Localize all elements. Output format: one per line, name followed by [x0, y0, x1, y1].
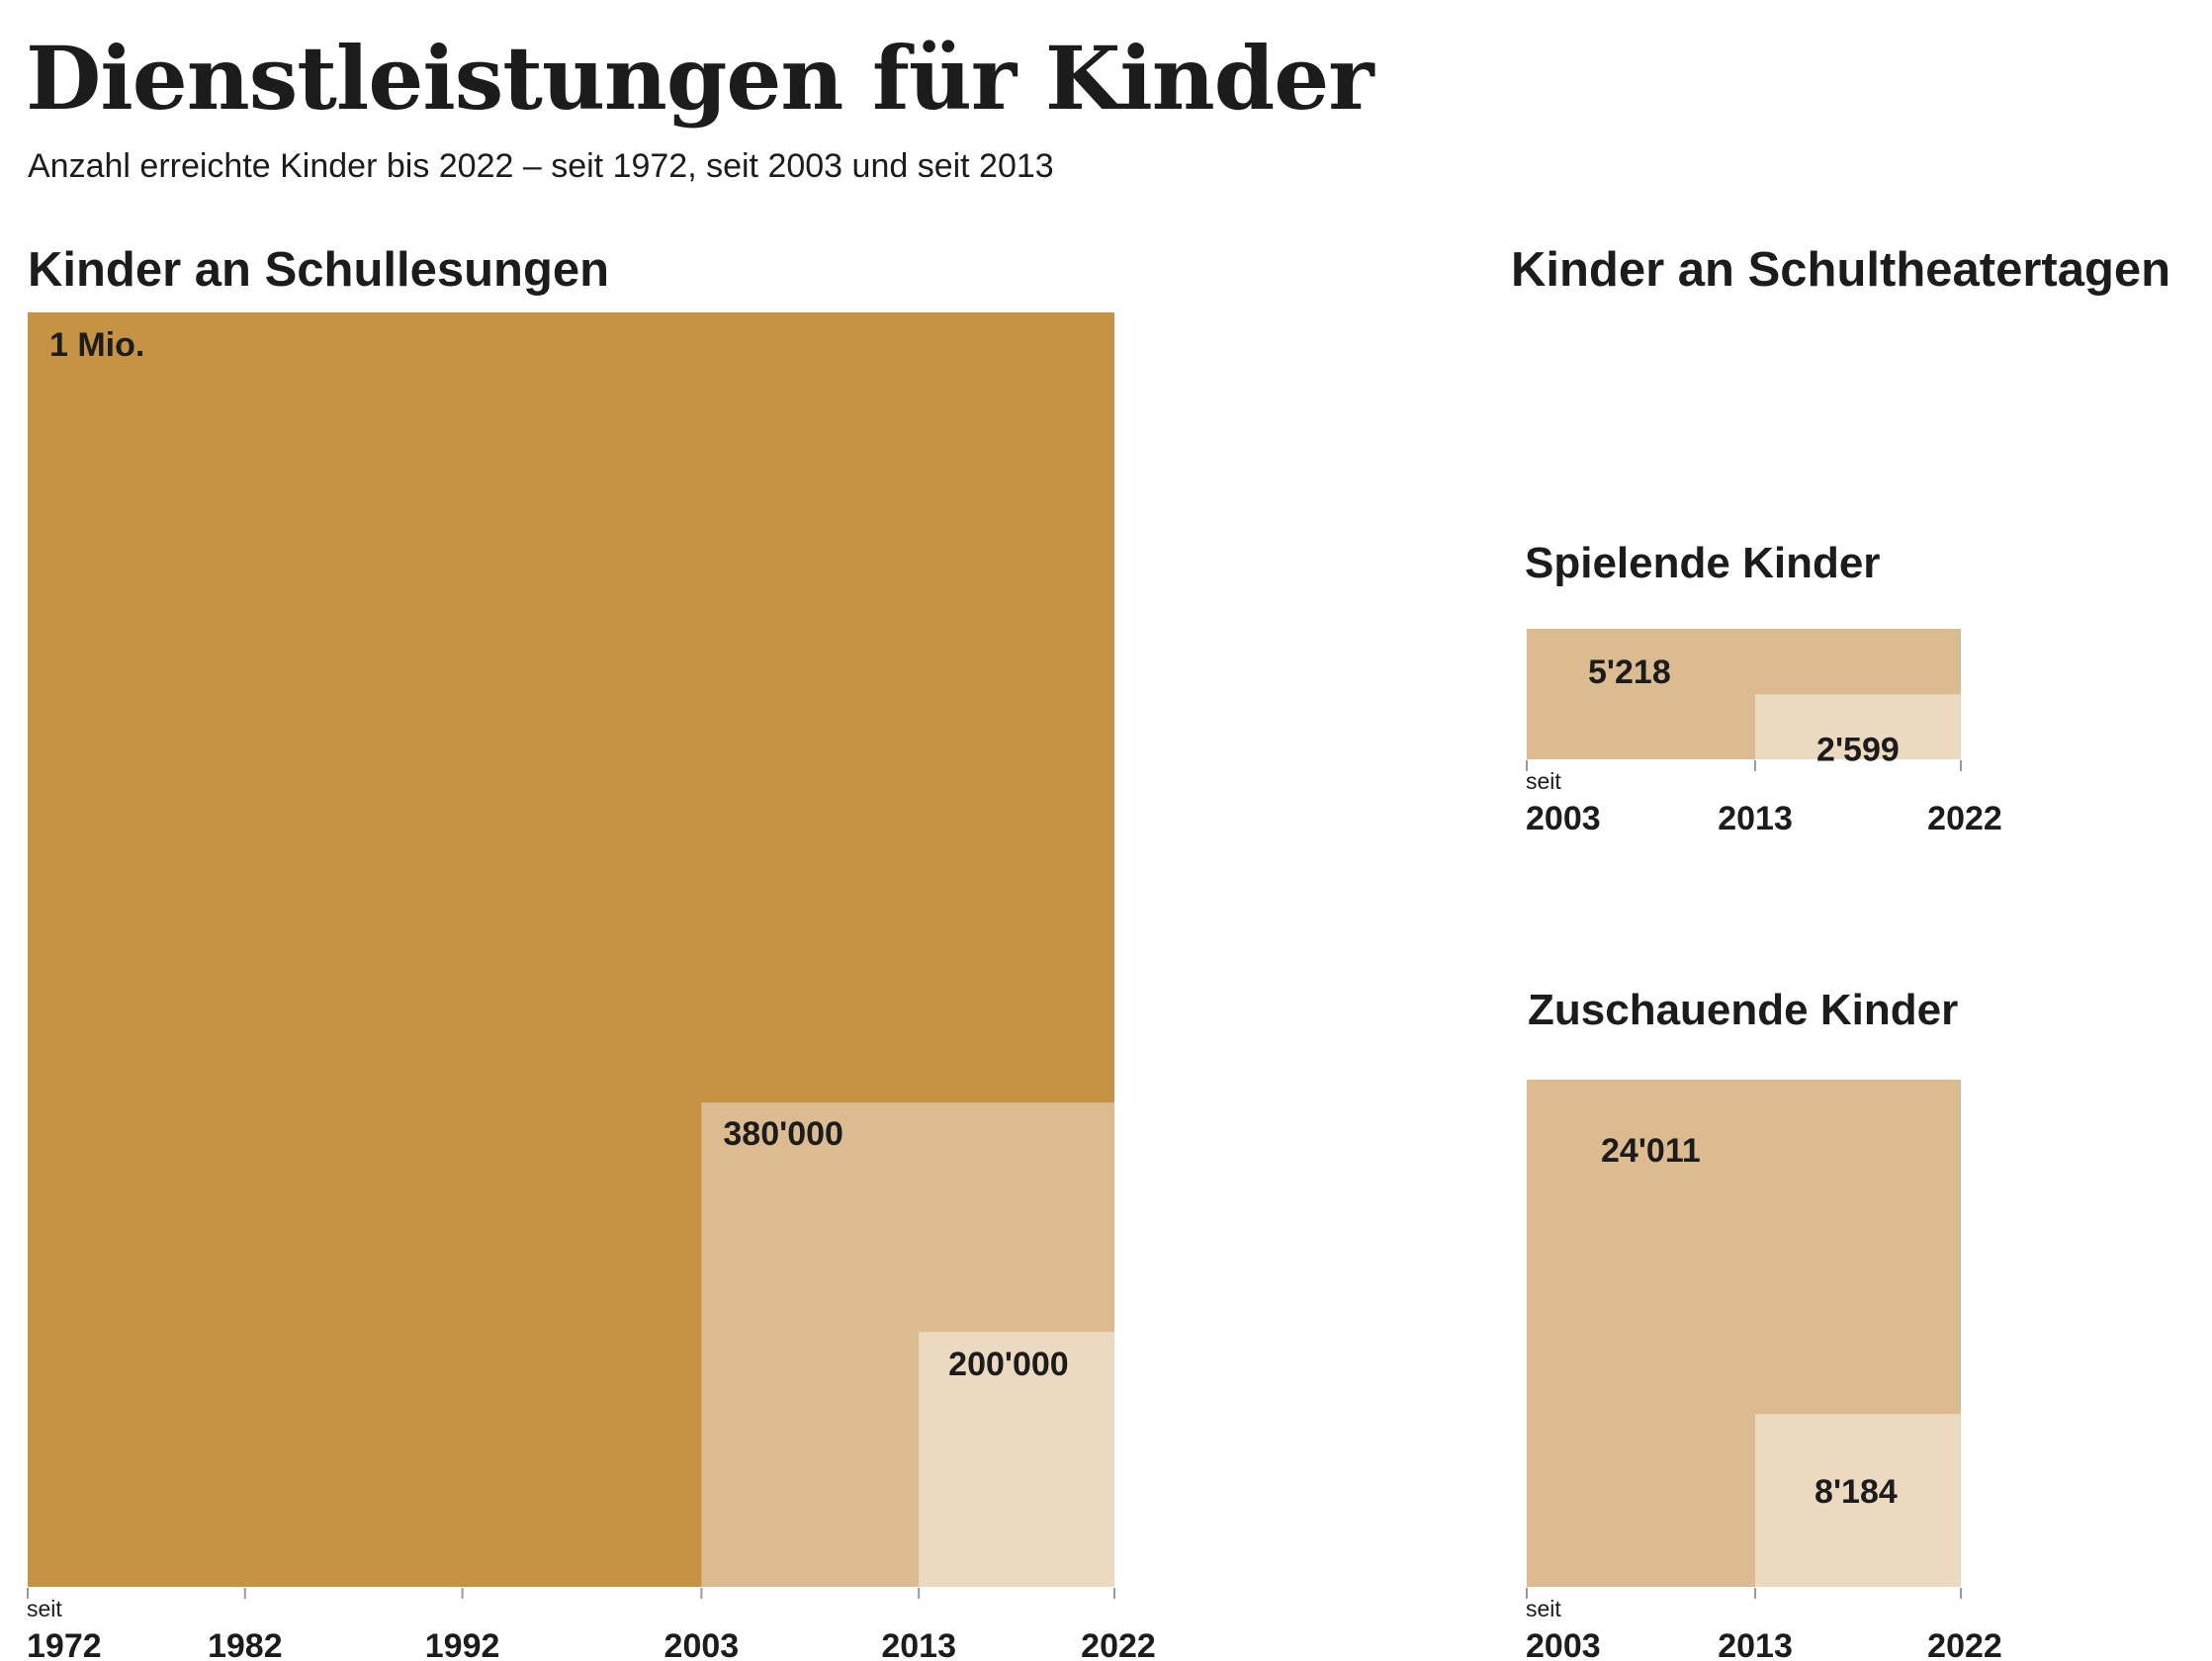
x-tick-label-2022: 2022	[1927, 800, 2002, 837]
value-label-seit-2003: 5'218	[1588, 654, 1671, 691]
x-tick-label-2022: 2022	[1927, 1627, 2002, 1661]
x-tick-label-1992: 1992	[425, 1627, 500, 1661]
area-seit-2013	[1755, 694, 1961, 759]
x-tick-label-2003: 2003	[1526, 800, 1601, 837]
x-tick-label-2013: 2013	[1718, 800, 1793, 837]
x-tick-label-2013: 2013	[881, 1627, 956, 1661]
value-label-seit-2013: 2'599	[1816, 731, 1900, 768]
x-tick-label-2013: 2013	[1718, 1627, 1793, 1661]
value-label-seit-2003: 24'011	[1601, 1132, 1701, 1170]
group-title-schultheatertagen: Kinder an Schultheatertagen	[1511, 243, 2170, 297]
panel-zuschauende-kinder: Zuschauende Kinder 24'011 8'184 2003 seit 201…	[1526, 986, 2002, 1661]
x-tick-prefix: seit	[1526, 768, 1561, 794]
chart-subtitle: Anzahl erreichte Kinder bis 2022 – seit …	[28, 147, 1054, 185]
chart-title: Dienstleistungen für Kinder	[26, 27, 1374, 130]
area-seit-2013	[919, 1332, 1114, 1587]
panel-schullesungen: Kinder an Schullesungen 1 Mio. 380'000 200'…	[27, 243, 1156, 1661]
value-label-seit-2013: 200'000	[948, 1346, 1069, 1383]
panel-spielende-kinder: Spielende Kinder 5'218 2'599 2003 seit 2013 20…	[1525, 539, 2002, 837]
panel-title-spielende-kinder: Spielende Kinder	[1525, 539, 1880, 587]
x-tick-label-1982: 1982	[208, 1627, 283, 1661]
x-tick-prefix: seit	[1526, 1596, 1561, 1621]
value-label-seit-1972: 1 Mio.	[49, 326, 144, 364]
x-tick-label-1972: 1972	[27, 1627, 102, 1661]
panel-title-zuschauende-kinder: Zuschauende Kinder	[1528, 986, 1958, 1034]
x-tick-label-2003: 2003	[1526, 1627, 1601, 1661]
area-seit-2013	[1755, 1414, 1961, 1587]
value-label-seit-2013: 8'184	[1814, 1473, 1898, 1511]
value-label-seit-2003: 380'000	[723, 1115, 843, 1153]
x-tick-prefix: seit	[27, 1596, 62, 1621]
panel-title-kinder-an-schullesungen: Kinder an Schullesungen	[28, 243, 609, 297]
x-tick-label-2022: 2022	[1081, 1627, 1156, 1661]
x-tick-label-2003: 2003	[664, 1627, 740, 1661]
